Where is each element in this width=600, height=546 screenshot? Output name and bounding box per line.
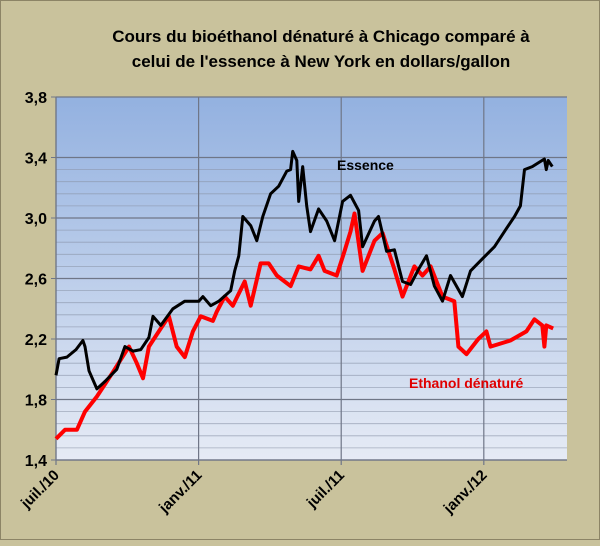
chart-title-line-1: Cours du bioéthanol dénaturé à Chicago c… xyxy=(112,27,530,46)
chart-title-line-2: celui de l'essence à New York en dollars… xyxy=(132,52,511,71)
annotation-essence: Essence xyxy=(337,157,394,173)
series-line-essence xyxy=(54,149,554,391)
x-tick-label: juil./10 xyxy=(17,467,63,513)
y-tick-label: 1,8 xyxy=(25,393,47,410)
y-tick-label: 1,4 xyxy=(25,453,47,470)
y-tick-label: 3,0 xyxy=(25,211,47,228)
gridlines xyxy=(55,96,567,465)
y-tick-label: 3,8 xyxy=(25,90,47,107)
y-tick-label: 2,2 xyxy=(25,332,47,349)
annotation-ethanol: Ethanol dénaturé xyxy=(409,375,524,391)
series-line-ethanol xyxy=(54,211,554,441)
y-tick-label: 2,6 xyxy=(25,272,47,289)
x-tick-label: janv./11 xyxy=(155,467,205,517)
y-tick-label: 3,4 xyxy=(25,151,47,168)
x-tick-label: janv./12 xyxy=(440,467,491,518)
series-lines xyxy=(54,149,554,441)
x-tick-label: juil./11 xyxy=(303,467,348,512)
